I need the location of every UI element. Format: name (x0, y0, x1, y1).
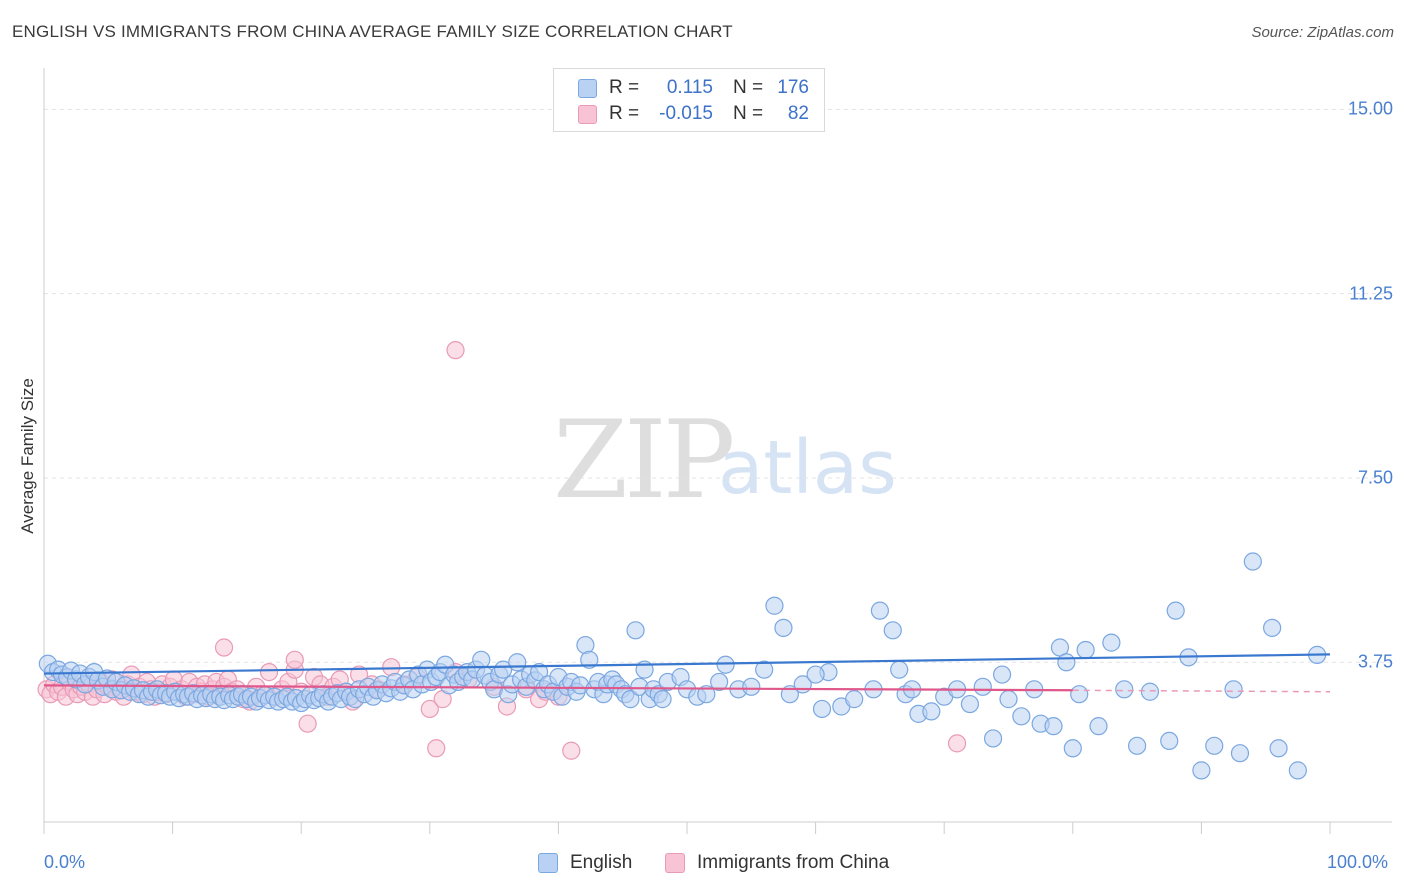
english-point (1044, 717, 1063, 736)
english-point (983, 729, 1003, 748)
english-trend-line (43, 653, 1331, 675)
legend-r-label: R = (609, 77, 640, 98)
english-point (960, 694, 980, 714)
english-point (697, 685, 716, 704)
english-point (1166, 601, 1185, 620)
china-point (298, 714, 317, 733)
y-tick-label: 3.75 (1357, 651, 1393, 672)
china-point (420, 699, 439, 719)
legend-row-china: R = -0.015 N = 82 (578, 102, 809, 126)
english-point (1057, 653, 1076, 672)
english-point (1063, 739, 1082, 758)
bottom-legend-english: English (538, 852, 632, 874)
english-point (1140, 682, 1160, 701)
china-trend-line (43, 684, 1073, 692)
china-point (446, 341, 465, 360)
china-point (285, 650, 304, 669)
english-point (530, 662, 549, 682)
english-point (742, 677, 761, 696)
english-point (710, 672, 729, 692)
english-point (1012, 707, 1031, 726)
y-tick-label: 11.25 (1349, 283, 1393, 304)
english-point (1160, 731, 1179, 751)
legend-r-value: -0.015 (659, 103, 713, 124)
english-point (973, 677, 992, 696)
watermark-atlas: atlas (718, 425, 897, 511)
data-points (37, 341, 1327, 780)
y-tick-label: 15.00 (1347, 98, 1393, 119)
english-point (870, 601, 890, 620)
english-point (1089, 717, 1108, 736)
english-point (1269, 739, 1288, 758)
english-point (755, 660, 774, 679)
english-point (1243, 552, 1262, 571)
english-point (1230, 744, 1250, 763)
china-point (947, 734, 967, 753)
china-point (562, 741, 581, 760)
bottom-legend-label-china: Immigrants from China (697, 852, 890, 873)
english-point (653, 690, 672, 709)
y-tick-label: 7.50 (1357, 467, 1393, 488)
trend-lines (43, 653, 1331, 693)
english-point (1224, 680, 1243, 699)
correlation-legend: R = 0.115 N = 176 R = -0.015 N = 82 (553, 68, 825, 132)
legend-r-value: 0.115 (666, 77, 713, 98)
bottom-legend-china: Immigrants from China (665, 852, 889, 874)
x-tick-label-min: 0.0% (44, 852, 86, 872)
legend-n-value: 82 (787, 103, 809, 124)
english-point (472, 650, 491, 669)
english-point (1076, 640, 1095, 660)
x-tick-label-max: 100.0% (1327, 852, 1389, 872)
china-point (427, 739, 446, 758)
english-point (494, 660, 513, 679)
english-point (883, 621, 902, 640)
china-point (214, 638, 234, 657)
bottom-legend-label-english: English (570, 852, 633, 873)
english-point (1102, 633, 1121, 652)
english-point (992, 665, 1012, 684)
english-point (812, 699, 832, 719)
bottom-legend-swatch-china (665, 853, 685, 873)
english-point (1127, 736, 1147, 755)
english-point (765, 596, 784, 615)
legend-n-label: N = (733, 103, 764, 124)
legend-row-english: R = 0.115 N = 176 (578, 76, 809, 100)
english-point (1192, 761, 1211, 780)
english-point (1205, 736, 1224, 755)
english-point (890, 660, 909, 679)
y-axis-label: Average Family Size (18, 378, 37, 534)
china-point (259, 662, 279, 682)
china-trend-extension (1072, 689, 1331, 693)
grid-lines (44, 108, 1392, 663)
chart-title: ENGLISH VS IMMIGRANTS FROM CHINA AVERAGE… (12, 22, 733, 41)
axes (43, 68, 1392, 834)
english-point (806, 665, 825, 684)
english-point (999, 690, 1018, 709)
english-point (626, 621, 645, 640)
bottom-legend-swatch-english (538, 853, 558, 873)
english-point (1263, 618, 1282, 637)
source-label: Source: ZipAtlas.com (1251, 24, 1394, 41)
english-point (922, 702, 941, 721)
legend-swatch-english (578, 78, 597, 98)
english-point (508, 653, 527, 672)
legend-r-label: R = (609, 103, 640, 124)
english-point (774, 618, 793, 637)
watermark-zip: ZIP (553, 398, 735, 523)
legend-n-label: N = (733, 77, 764, 98)
english-point (621, 690, 640, 709)
english-point (1288, 761, 1307, 780)
english-point (1115, 680, 1134, 699)
english-point (716, 655, 735, 674)
legend-n-value: 176 (777, 77, 809, 98)
english-point (845, 690, 864, 709)
english-point (1070, 685, 1089, 704)
english-point (580, 650, 599, 669)
legend-swatch-china (578, 104, 597, 124)
